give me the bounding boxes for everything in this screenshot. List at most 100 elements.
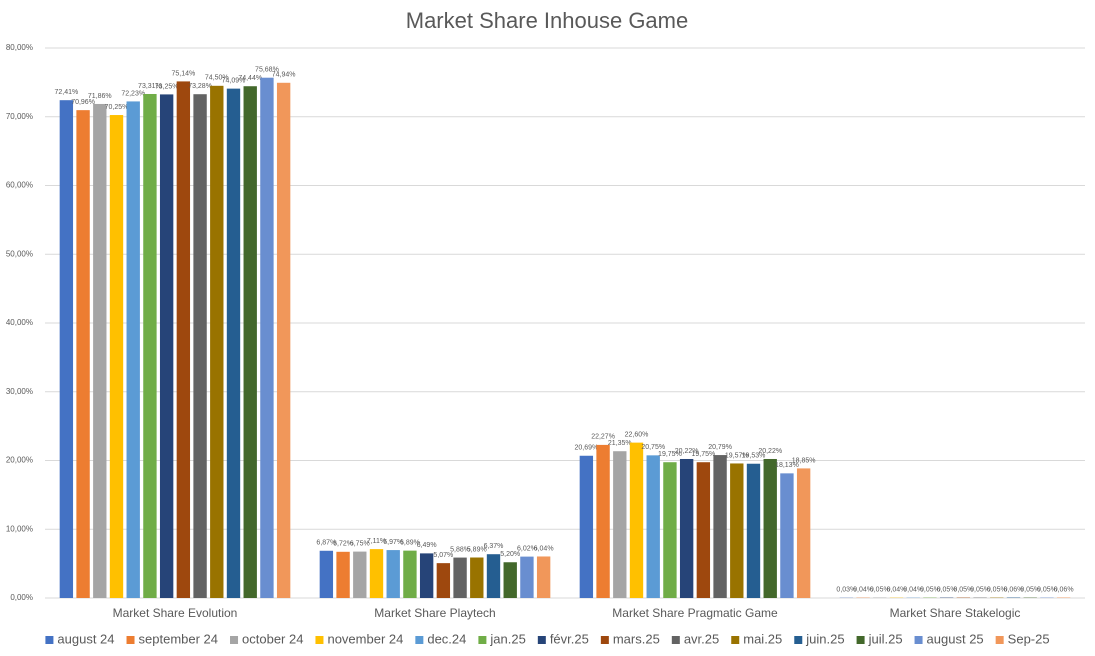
- value-label: 72,23%: [121, 90, 145, 97]
- bar: [176, 81, 191, 599]
- legend: august 24 september 24 october 24 november …: [45, 631, 1050, 646]
- legend-swatch: [914, 636, 923, 644]
- bar: [226, 88, 241, 598]
- value-label: 0,05%: [987, 587, 1007, 594]
- bar: [369, 549, 384, 598]
- bar: [730, 463, 744, 598]
- bar: [520, 556, 534, 598]
- value-label: 0,05%: [870, 587, 890, 594]
- bar: [436, 563, 451, 598]
- bar: [679, 458, 694, 598]
- value-label: 20,69%: [574, 445, 598, 452]
- value-label: 0,06%: [1054, 586, 1074, 593]
- value-label: 6,97%: [383, 539, 403, 546]
- y-tick-label: 60,00%: [6, 181, 33, 190]
- bar: [193, 94, 207, 598]
- value-label: 19,75%: [691, 451, 715, 458]
- value-label: 5,07%: [433, 552, 453, 559]
- value-label: 18,85%: [792, 457, 816, 464]
- value-label: 0,06%: [1004, 586, 1024, 593]
- value-label: 74,50%: [205, 75, 229, 82]
- legend-swatch: [230, 636, 239, 644]
- legend-swatch: [671, 636, 680, 644]
- legend-label: févr.25: [550, 631, 589, 646]
- value-label: 75,14%: [171, 70, 195, 77]
- bar: [696, 462, 711, 598]
- legend-swatch: [856, 636, 865, 644]
- bar: [470, 557, 484, 598]
- legend-label: jan.25: [489, 631, 525, 646]
- x-tick-label: Market Share Pragmatic Game: [612, 606, 778, 620]
- legend-swatch: [537, 636, 546, 644]
- bar: [243, 86, 257, 598]
- legend-swatch: [794, 636, 803, 644]
- value-label: 6,37%: [484, 543, 504, 550]
- legend-label: juin.25: [805, 631, 844, 646]
- value-label: 19,75%: [658, 451, 682, 458]
- bar: [713, 455, 727, 598]
- value-label: 0,05%: [920, 587, 940, 594]
- value-label: 72,41%: [54, 89, 78, 96]
- legend-swatch: [478, 636, 487, 644]
- legend-label: mai.25: [743, 631, 782, 646]
- value-label: 0,05%: [937, 587, 957, 594]
- bar: [536, 556, 551, 598]
- legend-label: september 24: [139, 631, 219, 646]
- legend-swatch: [995, 636, 1004, 644]
- value-label: 20,75%: [641, 444, 665, 451]
- x-tick-label: Market Share Evolution: [113, 606, 238, 620]
- bar: [59, 100, 74, 599]
- bar: [613, 451, 627, 598]
- chart-title: Market Share Inhouse Game: [406, 8, 688, 33]
- bar: [126, 101, 140, 598]
- value-label: 71,86%: [88, 93, 112, 100]
- legend-swatch: [126, 636, 135, 644]
- legend-label: august 24: [57, 631, 114, 646]
- value-label: 6,04%: [534, 545, 554, 552]
- y-tick-label: 10,00%: [6, 524, 33, 533]
- legend-label: october 24: [242, 631, 303, 646]
- y-tick-label: 70,00%: [6, 112, 33, 121]
- legend-swatch: [45, 636, 54, 644]
- bar: [276, 82, 291, 599]
- value-label: 6,89%: [400, 539, 420, 546]
- value-label: 0,05%: [970, 587, 990, 594]
- value-label: 22,27%: [591, 434, 615, 441]
- value-label: 74,44%: [238, 75, 262, 82]
- bar: [503, 562, 517, 598]
- y-tick-label: 40,00%: [6, 318, 33, 327]
- bar: [419, 553, 434, 598]
- value-label: 6,72%: [333, 541, 353, 548]
- value-label: 6,49%: [417, 542, 437, 549]
- value-label: 6,87%: [316, 540, 336, 547]
- bar: [663, 462, 677, 598]
- bar: [353, 551, 367, 598]
- value-label: 73,28%: [188, 83, 212, 90]
- legend-label: mars.25: [613, 631, 660, 646]
- bar: [386, 550, 400, 598]
- bar: [646, 455, 660, 598]
- value-label: 0,03%: [836, 587, 856, 594]
- value-label: 0,04%: [887, 587, 907, 594]
- legend-swatch: [600, 636, 609, 644]
- bar: [319, 550, 334, 598]
- value-label: 6,02%: [517, 545, 537, 552]
- value-label: 5,89%: [467, 546, 487, 553]
- bar: [453, 557, 467, 598]
- bar: [109, 115, 124, 598]
- value-label: 6,75%: [350, 540, 370, 547]
- value-label: 7,11%: [367, 538, 386, 545]
- value-label: 19,57%: [725, 452, 749, 459]
- value-label: 0,04%: [853, 587, 873, 594]
- value-label: 5,20%: [500, 551, 520, 558]
- value-label: 0,05%: [1020, 587, 1040, 594]
- value-label: 20,79%: [708, 444, 732, 451]
- value-label: 70,96%: [71, 99, 95, 106]
- value-label: 22,60%: [625, 431, 649, 438]
- bar: [260, 77, 274, 598]
- y-tick-label: 80,00%: [6, 43, 33, 52]
- x-tick-label: Market Share Playtech: [374, 606, 495, 620]
- bar: [629, 442, 644, 598]
- legend-label: august 25: [927, 631, 984, 646]
